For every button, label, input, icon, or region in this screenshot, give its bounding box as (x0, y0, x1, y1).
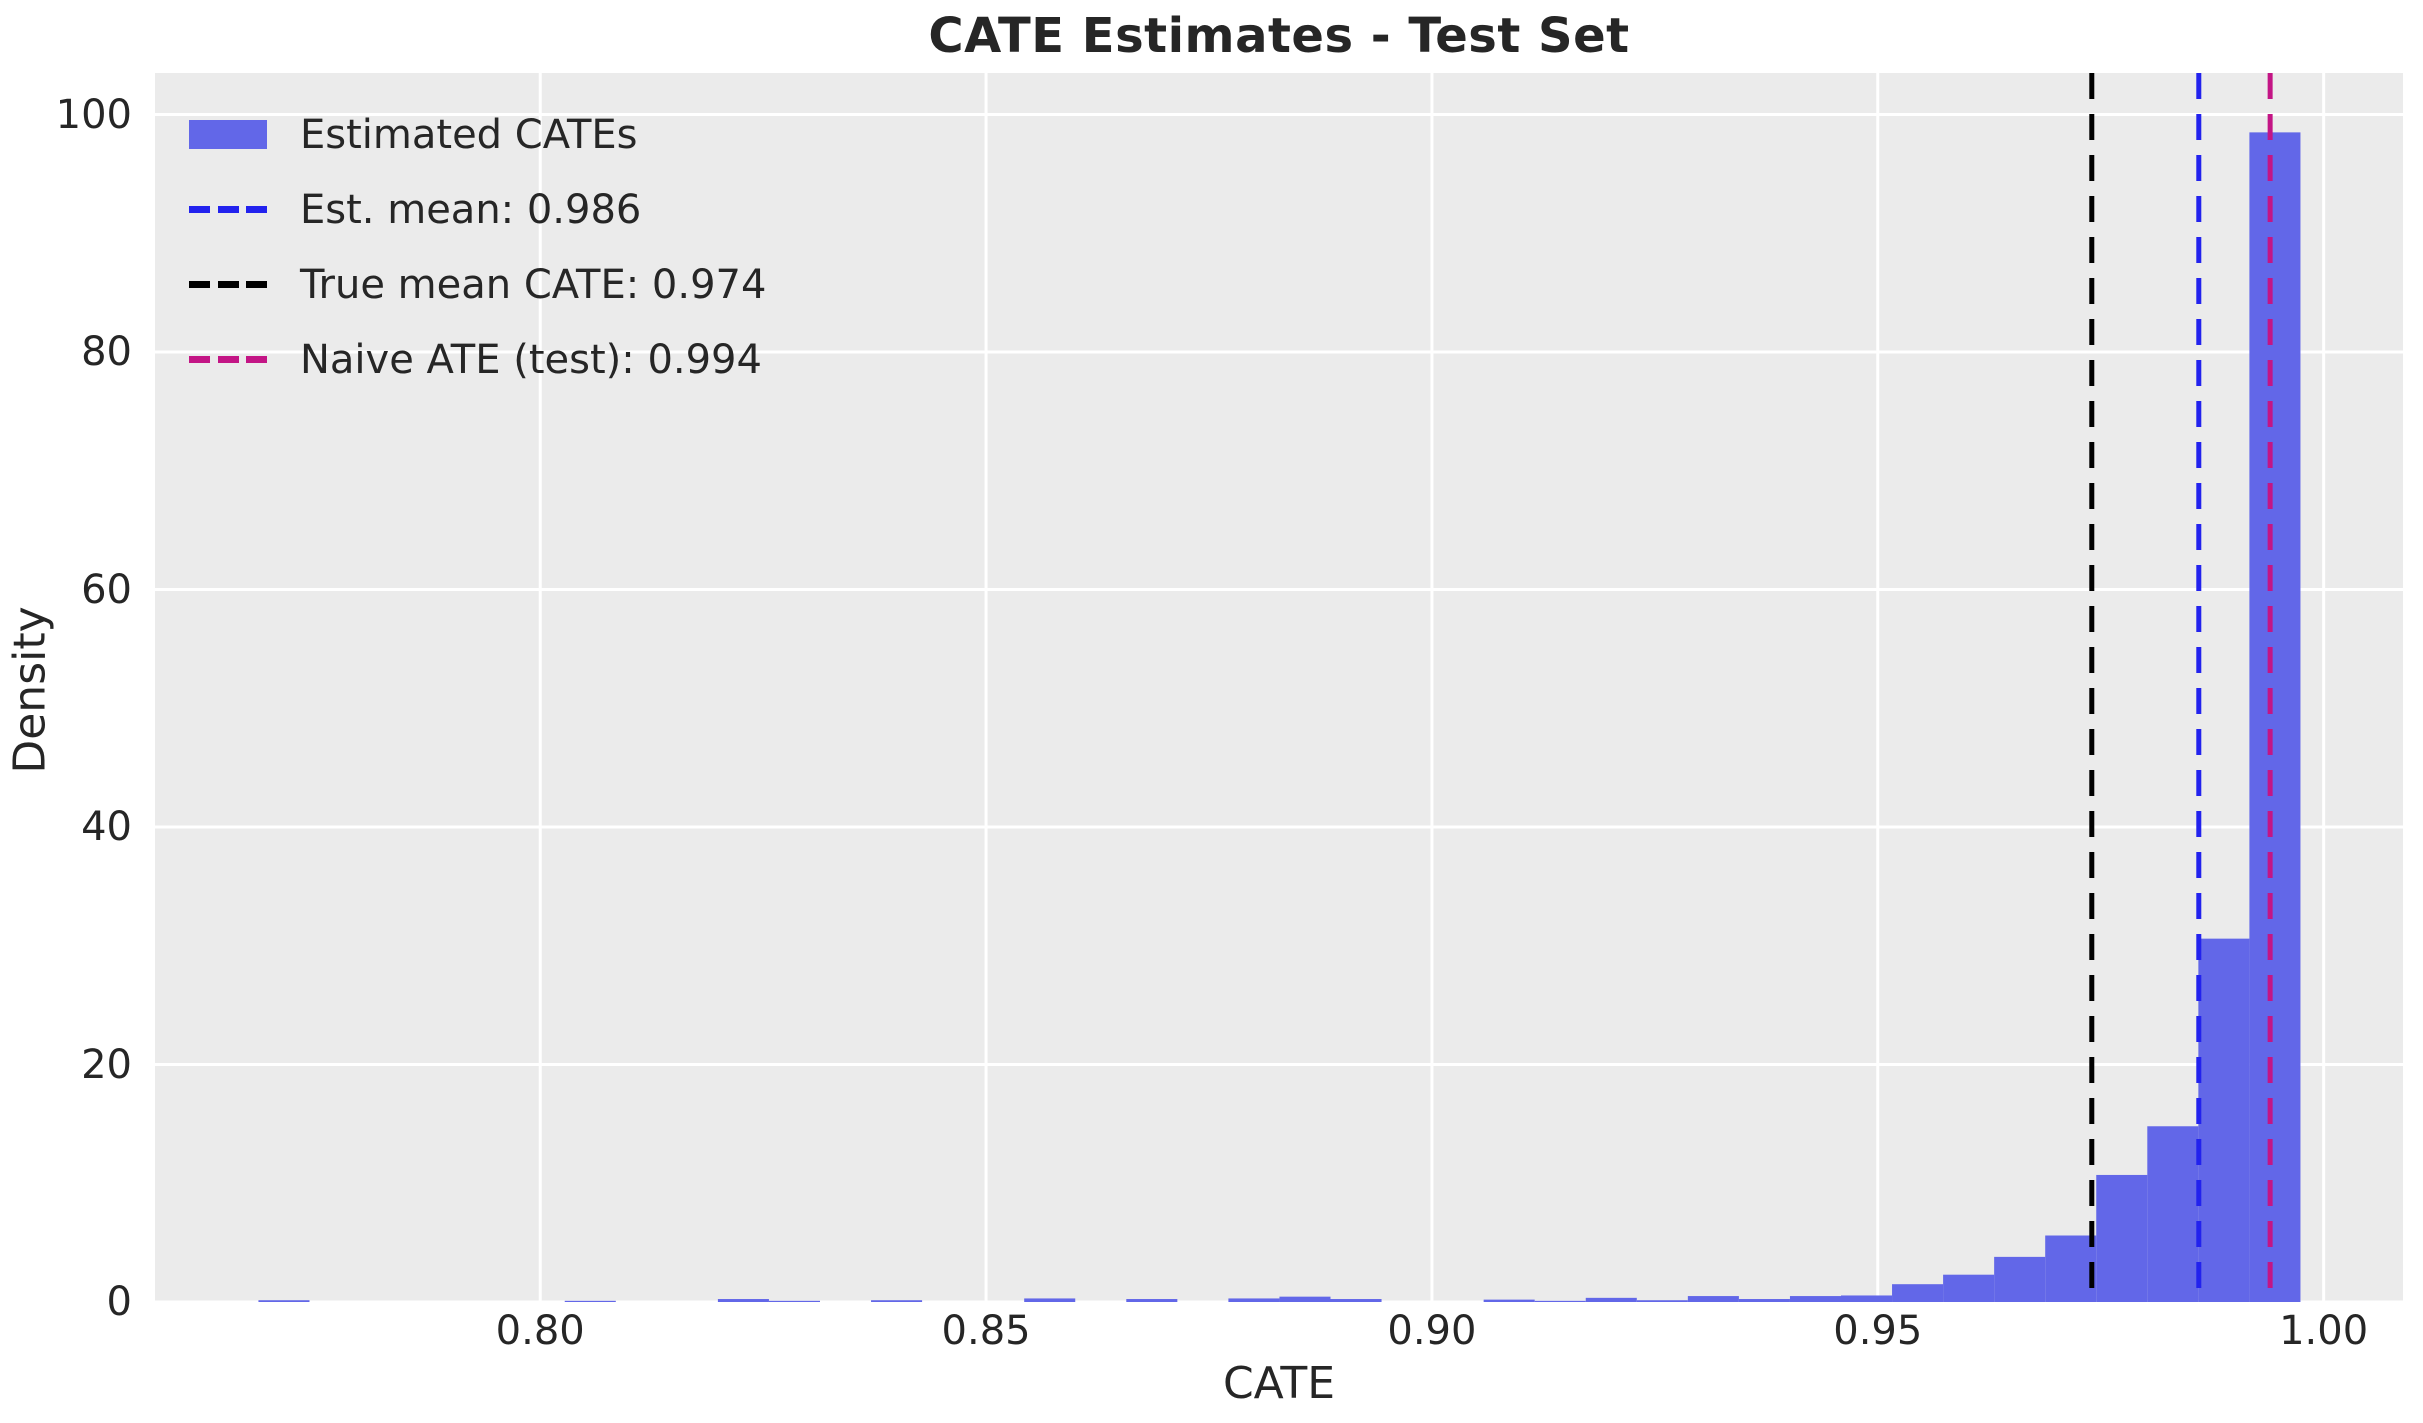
x-tick-label: 1.00 (2279, 1308, 2369, 1354)
histogram-bar (1636, 1300, 1688, 1302)
legend-item: Naive ATE (test): 0.994 (189, 322, 766, 397)
histogram-bar (1534, 1300, 1586, 1302)
histogram-bar (1585, 1297, 1637, 1302)
histogram-bar (1943, 1274, 1995, 1302)
y-tick-label: 20 (81, 1041, 132, 1088)
plot-area: Estimated CATEs Est. mean: 0.986 True mean… (155, 73, 2403, 1302)
y-tick-label: 80 (81, 329, 132, 376)
histogram-bar (2045, 1235, 2097, 1302)
histogram-bar (1330, 1299, 1382, 1302)
histogram-bar (1228, 1298, 1280, 1302)
legend-dash-icon (189, 270, 267, 299)
histogram-bar (1024, 1298, 1076, 1302)
y-tick-label: 0 (106, 1279, 132, 1325)
x-tick-label: 0.80 (495, 1308, 585, 1354)
histogram-bar (564, 1300, 616, 1302)
x-tick-label: 0.95 (1833, 1308, 1923, 1354)
histogram-bar (1994, 1256, 2046, 1302)
histogram-bar (1892, 1284, 1944, 1302)
legend-item-label: Estimated CATEs (300, 111, 638, 158)
legend-item: True mean CATE: 0.974 (189, 247, 766, 322)
histogram-bar (2147, 1126, 2199, 1302)
legend-item: Estimated CATEs (189, 97, 766, 172)
histogram-bar (1789, 1296, 1841, 1302)
legend-item-label: True mean CATE: 0.974 (300, 261, 767, 308)
histogram-bar (2198, 938, 2250, 1302)
histogram-bar (717, 1299, 769, 1302)
histogram-bar (1279, 1296, 1331, 1302)
histogram-bar (2096, 1174, 2148, 1302)
histogram-plot (155, 73, 2403, 1302)
legend-item: Est. mean: 0.986 (189, 172, 766, 247)
histogram-bar (258, 1300, 310, 1302)
histogram-bar (871, 1300, 923, 1302)
legend-dash-icon (189, 345, 267, 374)
histogram-bar (1841, 1295, 1893, 1302)
histogram-bar (1483, 1299, 1535, 1302)
chart-title: CATE Estimates - Test Set (928, 8, 1630, 64)
histogram-bar (1126, 1299, 1178, 1302)
y-tick-label: 40 (81, 804, 132, 851)
histogram-bar (768, 1300, 820, 1302)
x-axis-label: CATE (1222, 1358, 1336, 1409)
legend: Estimated CATEs Est. mean: 0.986 True mean… (189, 97, 766, 397)
histogram-bar (2249, 132, 2301, 1302)
histogram-bar (1738, 1299, 1790, 1302)
legend-item-label: Naive ATE (test): 0.994 (300, 336, 762, 383)
y-tick-label: 100 (55, 91, 132, 138)
histogram-bar (1687, 1296, 1739, 1302)
legend-item-label: Est. mean: 0.986 (300, 186, 642, 233)
x-tick-label: 0.85 (941, 1308, 1031, 1354)
legend-dash-icon (189, 195, 267, 224)
legend-patch-icon (189, 120, 267, 149)
y-axis-label: Density (4, 606, 56, 774)
x-tick-label: 0.90 (1387, 1308, 1477, 1354)
